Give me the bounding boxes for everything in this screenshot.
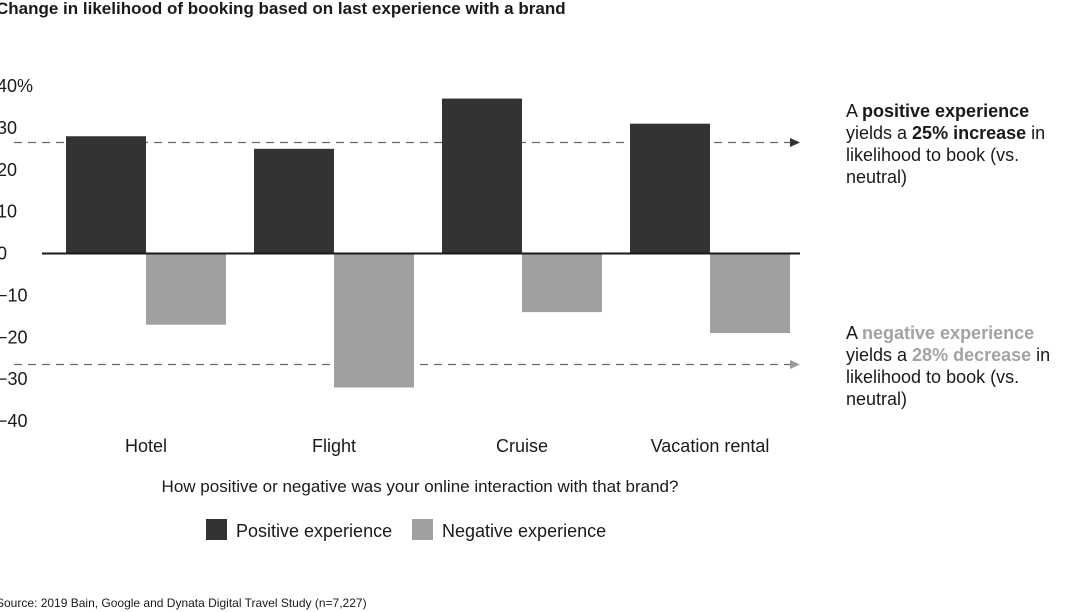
y-tick-label: −30 (0, 369, 28, 389)
chart-title: Change in likelihood of booking based on… (0, 0, 566, 18)
legend: Positive experience Negative experience (206, 519, 606, 541)
y-tick-label: 40% (0, 76, 33, 96)
category-label: Flight (312, 436, 356, 456)
legend-label-negative: Negative experience (442, 521, 606, 541)
bar-positive-cruise (442, 98, 522, 254)
negative-annotation-bold-1: negative experience (862, 323, 1035, 343)
reference-arrow (790, 138, 800, 148)
legend-label-positive: Positive experience (236, 521, 392, 541)
category-label: Hotel (125, 436, 167, 456)
y-tick-label: 30 (0, 118, 17, 138)
negative-annotation: A negative experience yields a 28% decre… (846, 323, 1051, 409)
legend-swatch-positive (206, 519, 227, 540)
y-tick-label: −40 (0, 411, 28, 431)
y-tick-label: 10 (0, 202, 17, 222)
y-tick-label: −20 (0, 327, 28, 347)
y-tick-label: 0 (0, 244, 7, 264)
positive-annotation-bold-1: positive experience (862, 101, 1030, 121)
category-label: Vacation rental (651, 436, 770, 456)
positive-annotation: A positive experience yields a 25% incre… (846, 101, 1046, 187)
category-labels: Hotel Flight Cruise Vacation rental (125, 436, 769, 456)
reference-arrow (790, 359, 800, 369)
bar-positive-vacation-rental (630, 123, 710, 254)
bars (66, 98, 790, 388)
bar-positive-hotel (66, 136, 146, 254)
negative-annotation-bold-2: 28% decrease (912, 345, 1032, 365)
y-tick-label: −10 (0, 285, 28, 305)
bar-negative-cruise (522, 253, 602, 313)
bar-negative-flight (334, 253, 414, 388)
y-axis-ticks: 40% 30 20 10 0 −10 −20 −30 −40 (0, 76, 33, 431)
y-tick-label: 20 (0, 160, 17, 180)
positive-annotation-bold-2: 25% increase (912, 123, 1027, 143)
legend-swatch-negative (412, 519, 433, 540)
source-note: Source: 2019 Bain, Google and Dynata Dig… (0, 596, 367, 610)
bar-negative-hotel (146, 253, 226, 325)
x-axis-label: How positive or negative was your online… (162, 477, 679, 496)
bar-negative-vacation-rental (710, 253, 790, 334)
category-label: Cruise (496, 436, 548, 456)
bar-positive-flight (254, 148, 334, 254)
